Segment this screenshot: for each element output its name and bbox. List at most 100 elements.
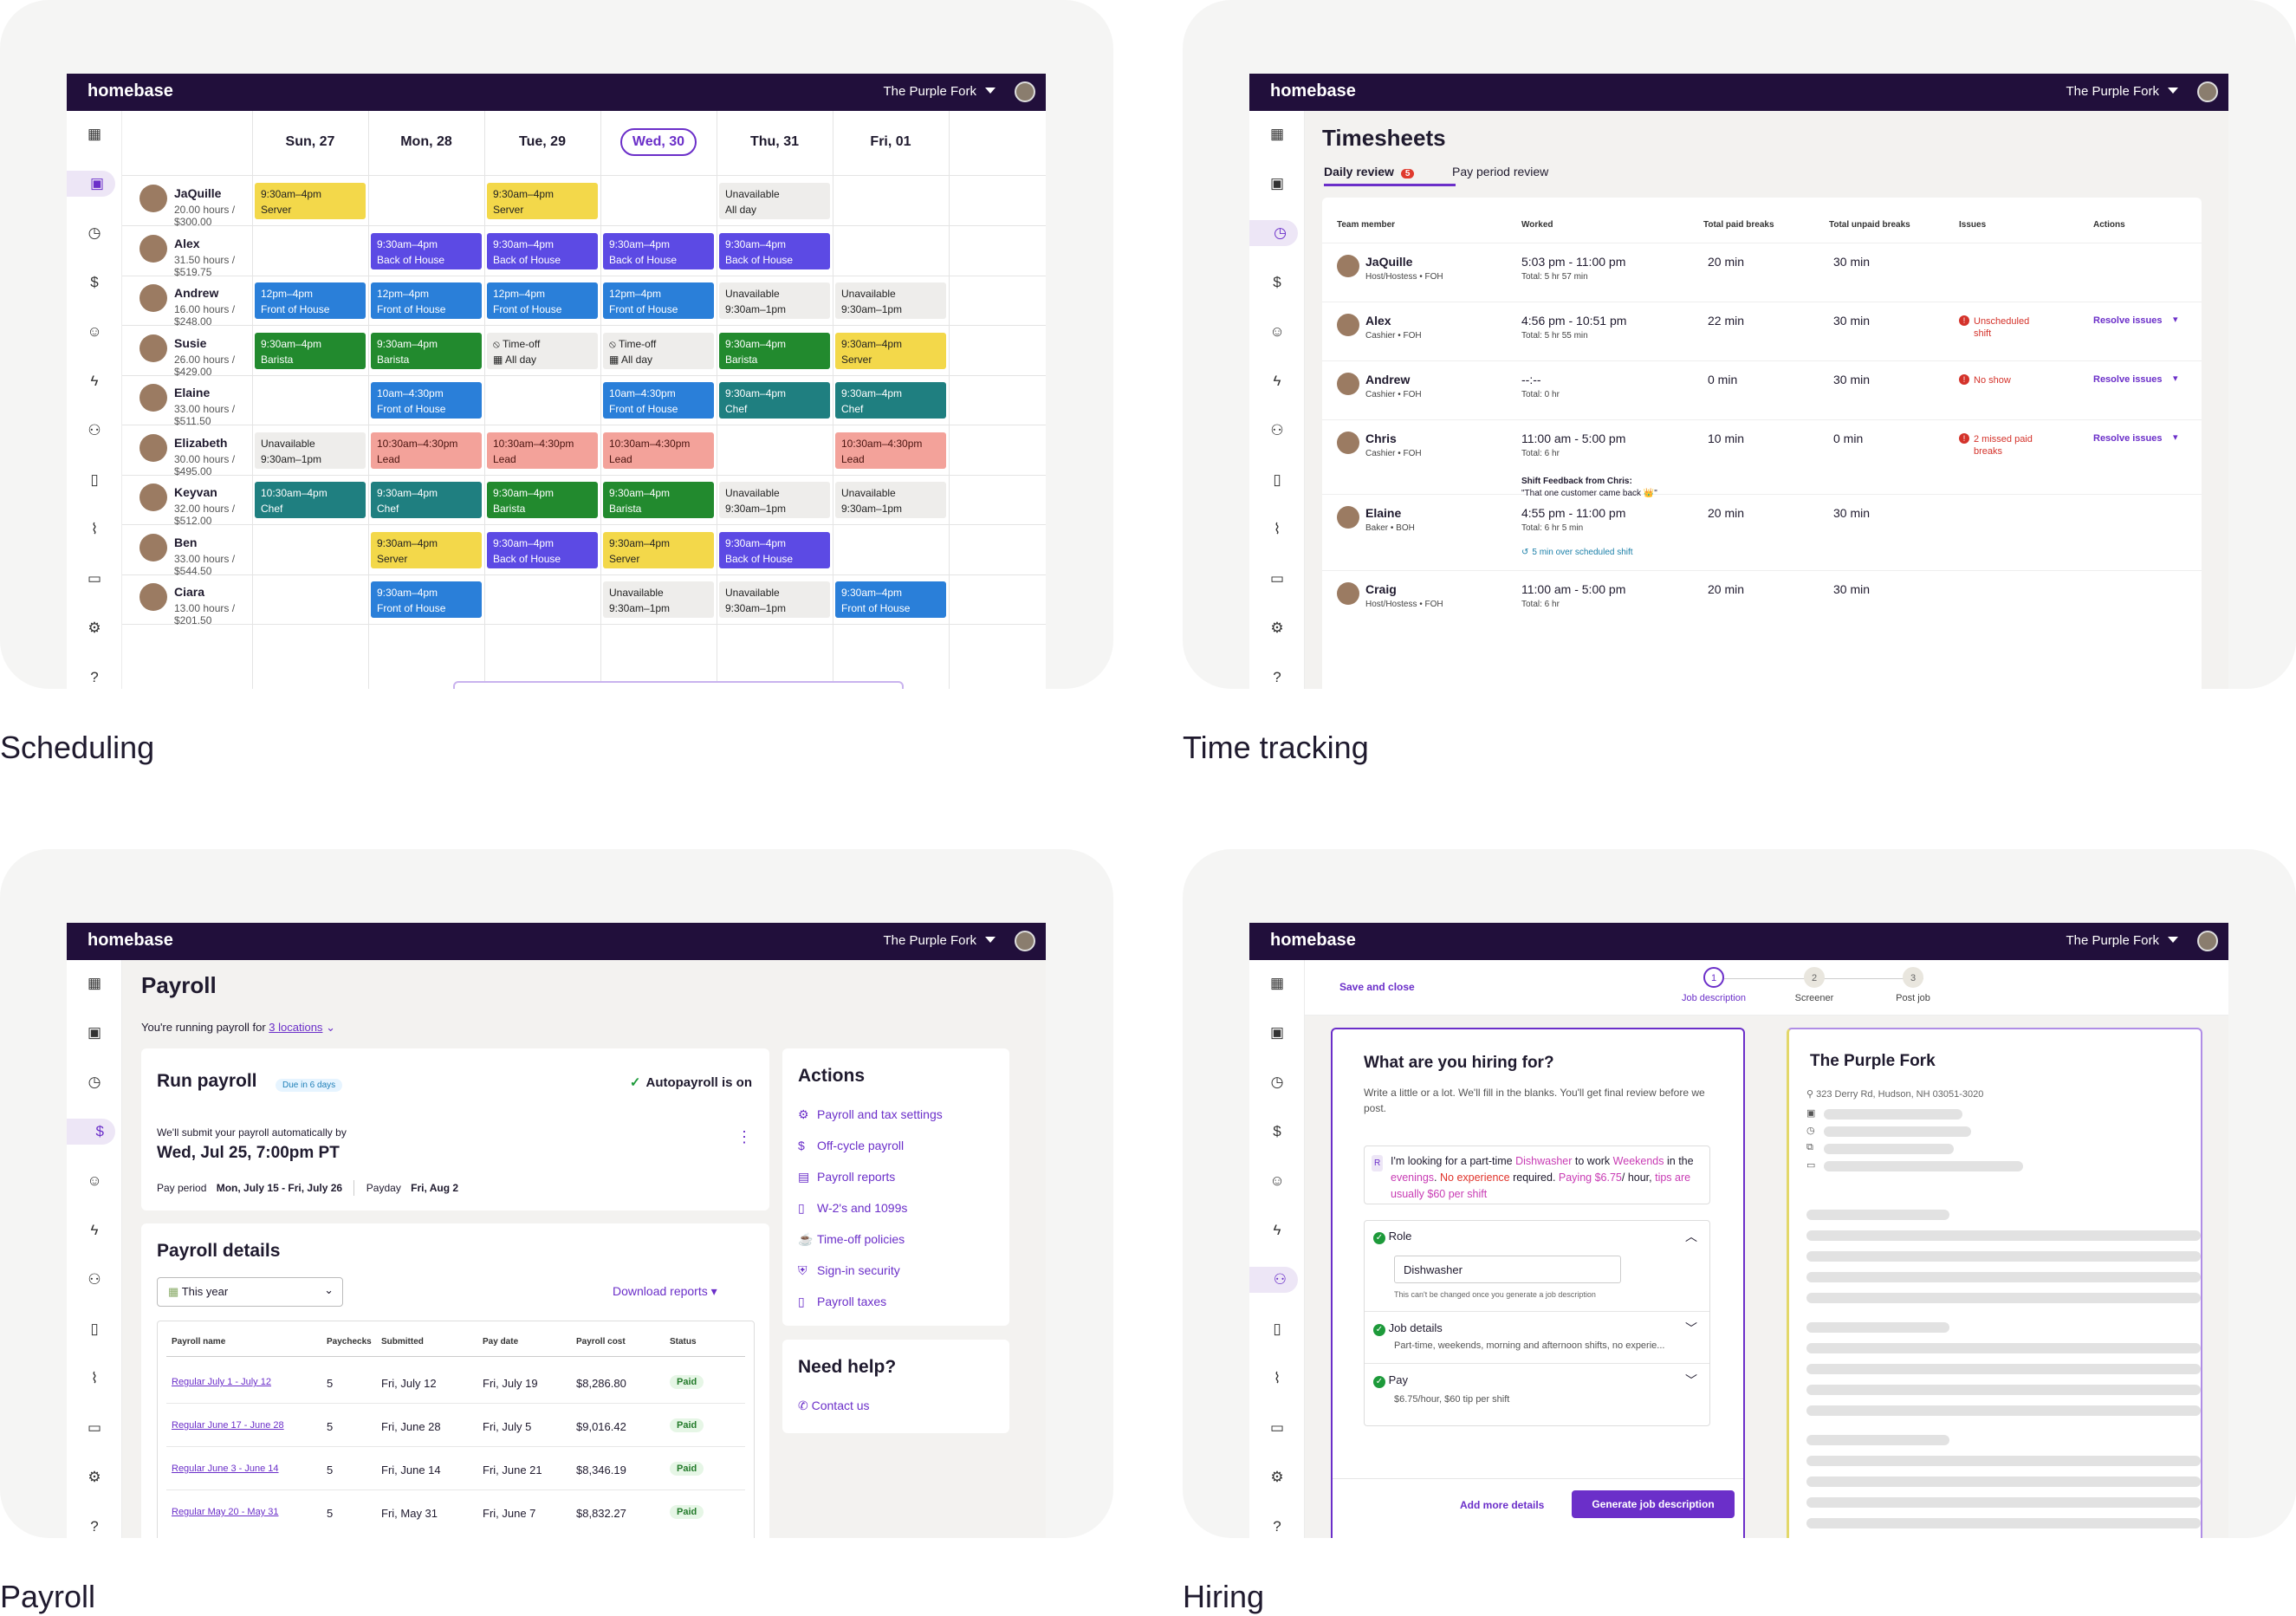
shift-block[interactable]: 9:30am–4pm Front of House bbox=[371, 581, 482, 618]
user-avatar[interactable] bbox=[1015, 81, 1035, 102]
day-header[interactable]: Fri, 01 bbox=[833, 134, 949, 150]
document-icon[interactable]: ▯ bbox=[1273, 471, 1281, 488]
chevron-down-icon[interactable]: ▾ bbox=[2173, 315, 2178, 325]
shift-block[interactable]: 10:30am–4:30pm Lead bbox=[371, 432, 482, 469]
shift-block[interactable]: 9:30am–4pm Chef bbox=[719, 382, 830, 419]
shift-block[interactable]: Unavailable All day bbox=[719, 183, 830, 219]
action-link[interactable]: ⚙ Payroll and tax settings bbox=[798, 1107, 943, 1122]
clock-icon[interactable]: ◷ bbox=[88, 224, 101, 241]
cash-icon[interactable]: ▭ bbox=[1269, 570, 1285, 587]
payroll-name-link[interactable]: Regular May 20 - May 31 bbox=[172, 1507, 279, 1517]
timesheet-row[interactable]: JaQuille Host/Hostess • FOH 5:03 pm - 11:0… bbox=[1322, 248, 2202, 300]
employee-row[interactable]: Susie 26.00 hours / $429.00 bbox=[139, 326, 250, 378]
settings-icon[interactable]: ⚙ bbox=[88, 1469, 101, 1485]
help-icon[interactable]: ? bbox=[1273, 1518, 1281, 1535]
schedule-icon[interactable]: ▣ bbox=[1269, 175, 1285, 191]
dollar-icon[interactable]: $ bbox=[67, 1119, 115, 1145]
bolt-icon[interactable]: ϟ bbox=[1273, 1222, 1281, 1238]
schedule-icon[interactable]: ▣ bbox=[67, 171, 115, 197]
employee-row[interactable]: Alex 31.50 hours / $519.75 bbox=[139, 226, 250, 278]
document-icon[interactable]: ▯ bbox=[1273, 1321, 1281, 1337]
employee-row[interactable]: Elizabeth 30.00 hours / $495.00 bbox=[139, 425, 250, 477]
shift-block[interactable]: 9:30am–4pm Front of House bbox=[835, 581, 946, 618]
shift-block[interactable]: Unavailable 9:30am–1pm bbox=[719, 581, 830, 618]
timesheet-row[interactable]: Chris Cashier • FOH 11:00 am - 5:00 pm Tota… bbox=[1322, 425, 2202, 477]
schedule-icon[interactable]: ▣ bbox=[1269, 1024, 1285, 1041]
shift-block[interactable]: 9:30am–4pm Server bbox=[603, 531, 714, 568]
add-user-icon[interactable]: ⚇ bbox=[88, 422, 101, 438]
action-link[interactable]: ▤ Payroll reports bbox=[798, 1170, 895, 1184]
shift-block[interactable]: 9:30am–4pm Barista bbox=[255, 332, 366, 369]
pay-section[interactable]: ✓ Pay bbox=[1373, 1373, 1408, 1388]
shift-block[interactable]: Unavailable 9:30am–1pm bbox=[603, 581, 714, 618]
shift-block[interactable]: 10:30am–4pm Chef bbox=[255, 482, 366, 518]
shift-block[interactable]: 12pm–4pm Front of House bbox=[371, 282, 482, 319]
timesheet-row[interactable]: Elaine Baker • BOH 4:55 pm - 11:00 pm Total… bbox=[1322, 499, 2202, 551]
homebase-logo[interactable]: homebase bbox=[1270, 81, 1356, 101]
chart-icon[interactable]: ⌇ bbox=[90, 521, 99, 537]
dollar-icon[interactable]: $ bbox=[1273, 274, 1281, 290]
add-more-details-button[interactable]: Add more details bbox=[1460, 1499, 1545, 1511]
document-icon[interactable]: ▯ bbox=[90, 1321, 99, 1337]
tab-pay-period-review[interactable]: Pay period review bbox=[1452, 165, 1549, 178]
team-icon[interactable]: ☺ bbox=[1269, 323, 1285, 340]
cash-icon[interactable]: ▭ bbox=[87, 570, 102, 587]
shift-block[interactable]: 9:30am–4pm Barista bbox=[603, 482, 714, 518]
employee-row[interactable]: Ben 33.00 hours / $544.50 bbox=[139, 525, 250, 577]
generate-job-description-button[interactable]: Generate job description bbox=[1572, 1490, 1735, 1518]
chart-icon[interactable]: ⌇ bbox=[1273, 1370, 1281, 1386]
shift-block[interactable]: 9:30am–4pm Back of House bbox=[487, 232, 598, 269]
dashboard-icon[interactable]: ▦ bbox=[1269, 126, 1285, 142]
timesheet-row[interactable]: Craig Host/Hostess • FOH 11:00 am - 5:00 p… bbox=[1322, 575, 2202, 627]
bolt-icon[interactable]: ϟ bbox=[90, 373, 99, 389]
shift-block[interactable]: 10:30am–4:30pm Lead bbox=[835, 432, 946, 469]
team-icon[interactable]: ☺ bbox=[1269, 1172, 1285, 1189]
settings-icon[interactable]: ⚙ bbox=[1270, 620, 1284, 636]
chevron-down-icon[interactable]: ⌄ bbox=[326, 1021, 335, 1034]
role-input[interactable]: Dishwasher bbox=[1394, 1256, 1621, 1283]
save-and-close-button[interactable]: Save and close bbox=[1339, 981, 1415, 993]
shift-block[interactable]: 9:30am–4pm Barista bbox=[371, 332, 482, 369]
shift-block[interactable]: 9:30am–4pm Back of House bbox=[487, 531, 598, 568]
resolve-issues-button[interactable]: Resolve issues bbox=[2093, 315, 2163, 326]
shift-block[interactable]: ⦸ Time-off ▦ All day bbox=[487, 332, 598, 369]
action-link[interactable]: $ Off-cycle payroll bbox=[798, 1139, 904, 1152]
shift-block[interactable]: 9:30am–4pm Chef bbox=[371, 482, 482, 518]
settings-icon[interactable]: ⚙ bbox=[1270, 1469, 1284, 1485]
bolt-icon[interactable]: ϟ bbox=[90, 1222, 99, 1238]
resolve-issues-button[interactable]: Resolve issues bbox=[2093, 433, 2163, 444]
employee-row[interactable]: Elaine 33.00 hours / $511.50 bbox=[139, 375, 250, 427]
employee-row[interactable]: Ciara 13.00 hours / $201.50 bbox=[139, 574, 250, 626]
chevron-down-icon[interactable]: ﹀ bbox=[1685, 1373, 1697, 1387]
locations-link[interactable]: 3 locations bbox=[269, 1021, 323, 1034]
help-icon[interactable]: ? bbox=[90, 669, 99, 685]
shift-block[interactable]: 9:30am–4pm Barista bbox=[487, 482, 598, 518]
dashboard-icon[interactable]: ▦ bbox=[1269, 975, 1285, 991]
user-avatar[interactable] bbox=[2197, 931, 2218, 951]
shift-block[interactable]: 9:30am–4pm Server bbox=[835, 332, 946, 369]
shift-block[interactable]: 10am–4:30pm Front of House bbox=[371, 382, 482, 419]
clock-icon[interactable]: ◷ bbox=[1249, 220, 1298, 246]
shift-block[interactable]: 9:30am–4pm Chef bbox=[835, 382, 946, 419]
clock-icon[interactable]: ◷ bbox=[1270, 1074, 1284, 1090]
user-avatar[interactable] bbox=[1015, 931, 1035, 951]
document-icon[interactable]: ▯ bbox=[90, 471, 99, 488]
shift-block[interactable]: 9:30am–4pm Back of House bbox=[371, 232, 482, 269]
shift-block[interactable]: ⦸ Time-off ▦ All day bbox=[603, 332, 714, 369]
action-link[interactable]: ▯ W-2's and 1099s bbox=[798, 1201, 907, 1216]
shift-block[interactable]: Unavailable 9:30am–1pm bbox=[835, 282, 946, 319]
employee-row[interactable]: Andrew 16.00 hours / $248.00 bbox=[139, 276, 250, 328]
day-header[interactable]: Mon, 28 bbox=[368, 134, 484, 150]
chart-icon[interactable]: ⌇ bbox=[90, 1370, 99, 1386]
step-circle[interactable]: 2 bbox=[1804, 967, 1825, 988]
cash-icon[interactable]: ▭ bbox=[87, 1419, 102, 1436]
day-header[interactable]: Wed, 30 bbox=[600, 128, 717, 156]
action-link[interactable]: ⛨ Sign-in security bbox=[798, 1263, 900, 1278]
tab-daily-review[interactable]: Daily review 5 bbox=[1324, 165, 1456, 186]
payroll-name-link[interactable]: Regular June 3 - June 14 bbox=[172, 1463, 279, 1474]
shift-block[interactable]: 12pm–4pm Front of House bbox=[255, 282, 366, 319]
employee-row[interactable]: Keyvan 32.00 hours / $512.00 bbox=[139, 475, 250, 527]
team-icon[interactable]: ☺ bbox=[87, 323, 102, 340]
hiring-prompt-input[interactable]: R I'm looking for a part-time Dishwasher… bbox=[1364, 1145, 1710, 1204]
help-icon[interactable]: ? bbox=[1273, 669, 1281, 685]
